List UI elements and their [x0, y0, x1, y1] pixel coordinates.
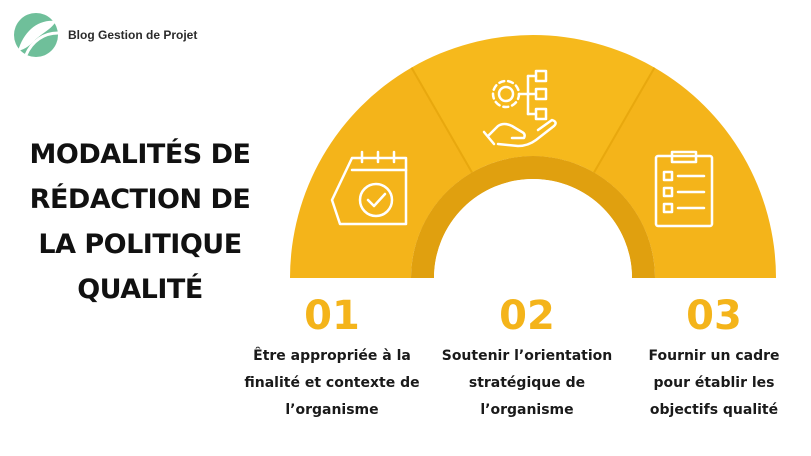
segment-3 [594, 67, 776, 278]
step-description-line: pour établir les [653, 375, 775, 391]
step-description-line: Fournir un cadre [648, 348, 780, 364]
title-line: RÉDACTION DE [29, 184, 251, 215]
calendar-check-icon [330, 150, 408, 226]
step-number-1: 01 [304, 293, 360, 339]
step-description-3: Fournir un cadre pour établir les object… [614, 343, 811, 424]
separator-line [410, 67, 473, 173]
clipboard-checklist-icon [654, 150, 714, 228]
inner-hole [434, 179, 632, 278]
title-line: MODALITÉS DE [29, 139, 251, 170]
step-description-line: finalité et contexte de [244, 375, 420, 391]
brand-name: Blog Gestion de Projet [68, 28, 198, 42]
step-description-line: objectifs qualité [649, 402, 779, 418]
title-line: LA POLITIQUE [38, 229, 242, 260]
step-description-line: Soutenir l’orientation [441, 348, 613, 364]
leaf-logo-icon [14, 13, 59, 57]
segment-2 [411, 35, 655, 173]
step-description-line: stratégique de [468, 375, 586, 391]
hand-gear-flowchart-icon [482, 69, 557, 148]
step-description-line: Être appropriée à la [253, 348, 411, 364]
inner-ring [411, 156, 655, 278]
step-description-line: l’organisme [480, 402, 574, 418]
brand-header: Blog Gestion de Projet [12, 10, 197, 60]
step-number-2: 02 [499, 293, 555, 339]
step-description-2: Soutenir l’orientation stratégique de l’… [427, 343, 627, 424]
page-title: MODALITÉS DE RÉDACTION DE LA POLITIQUE Q… [10, 132, 270, 312]
title-line: QUALITÉ [77, 274, 203, 305]
step-description-1: Être appropriée à la finalité et context… [232, 343, 432, 424]
step-number-3: 03 [686, 293, 742, 339]
segment-1 [290, 67, 472, 278]
step-description-line: l’organisme [285, 402, 379, 418]
separator-line [593, 67, 656, 173]
